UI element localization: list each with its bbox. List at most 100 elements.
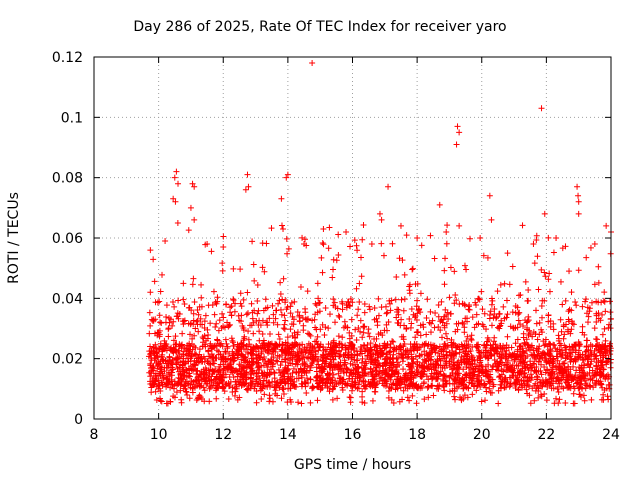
data-point [307, 362, 314, 369]
data-point [279, 385, 286, 392]
data-point [216, 363, 223, 370]
data-point [165, 333, 172, 340]
data-point [565, 308, 572, 315]
data-point [538, 361, 545, 368]
data-point [483, 341, 490, 348]
data-point [341, 357, 348, 364]
data-point [570, 390, 577, 397]
data-point [413, 303, 420, 310]
data-point [162, 238, 169, 245]
data-point [490, 314, 497, 321]
data-point [550, 341, 557, 348]
data-point [424, 296, 431, 303]
data-point [178, 345, 185, 352]
data-point [441, 387, 448, 394]
data-point [379, 363, 386, 370]
data-point [504, 250, 511, 257]
data-point [298, 372, 305, 379]
data-point [374, 343, 381, 350]
data-point [557, 316, 564, 323]
data-point [389, 381, 396, 388]
data-point [559, 301, 566, 308]
data-point [435, 313, 442, 320]
data-point [332, 343, 339, 350]
data-point [346, 394, 353, 401]
data-point [554, 357, 561, 364]
data-point [276, 297, 283, 304]
data-point [373, 371, 380, 378]
data-point [545, 311, 552, 318]
data-point [593, 319, 600, 326]
data-point [365, 379, 372, 386]
data-point [446, 294, 453, 301]
data-point [216, 380, 223, 387]
data-point [476, 372, 483, 379]
data-point [570, 363, 577, 370]
data-point [461, 301, 468, 308]
data-point [174, 220, 181, 227]
data-point [584, 304, 591, 311]
data-point [537, 391, 544, 398]
data-point [392, 386, 399, 393]
data-point [408, 356, 415, 363]
data-point [324, 370, 331, 377]
data-point [208, 379, 215, 386]
data-point [534, 336, 541, 343]
data-point [278, 358, 285, 365]
data-point [335, 231, 342, 238]
data-point [408, 369, 415, 376]
data-point [289, 342, 296, 349]
data-point [463, 266, 470, 273]
data-point [575, 210, 582, 217]
data-point [325, 245, 332, 252]
data-point [426, 355, 433, 362]
data-point [335, 362, 342, 369]
data-point [480, 252, 487, 259]
data-point [289, 356, 296, 363]
data-point [478, 349, 485, 356]
data-point [519, 384, 526, 391]
data-point [572, 299, 579, 306]
data-point [477, 383, 484, 390]
data-point [318, 385, 325, 392]
data-point [409, 383, 416, 390]
data-point [602, 337, 609, 344]
data-point [230, 296, 237, 303]
data-point [401, 271, 408, 278]
data-point [262, 358, 269, 365]
data-point [519, 222, 526, 229]
data-point [488, 344, 495, 351]
data-point [299, 381, 306, 388]
data-point [452, 366, 459, 373]
data-points [145, 60, 614, 407]
data-point [328, 351, 335, 358]
data-point [278, 195, 285, 202]
y-axis-label: ROTI / TECUs [6, 192, 22, 284]
data-point [152, 316, 159, 323]
data-point [155, 358, 162, 365]
data-point [516, 292, 523, 299]
data-point [452, 376, 459, 383]
data-point [170, 337, 177, 344]
data-point [604, 393, 611, 400]
data-point [281, 379, 288, 386]
data-point [351, 352, 358, 359]
data-point [244, 289, 251, 296]
data-point [278, 395, 285, 402]
data-point [357, 317, 364, 324]
data-point [251, 385, 258, 392]
data-point [453, 297, 460, 304]
data-point [287, 326, 294, 333]
data-point [466, 235, 473, 242]
data-point [377, 351, 384, 358]
data-point [470, 367, 477, 374]
data-point [352, 326, 359, 333]
data-point [319, 239, 326, 246]
data-point [579, 329, 586, 336]
data-point [584, 319, 591, 326]
data-point [222, 381, 229, 388]
data-point [422, 357, 429, 364]
data-point [593, 369, 600, 376]
data-point [429, 382, 436, 389]
data-point [212, 342, 219, 349]
